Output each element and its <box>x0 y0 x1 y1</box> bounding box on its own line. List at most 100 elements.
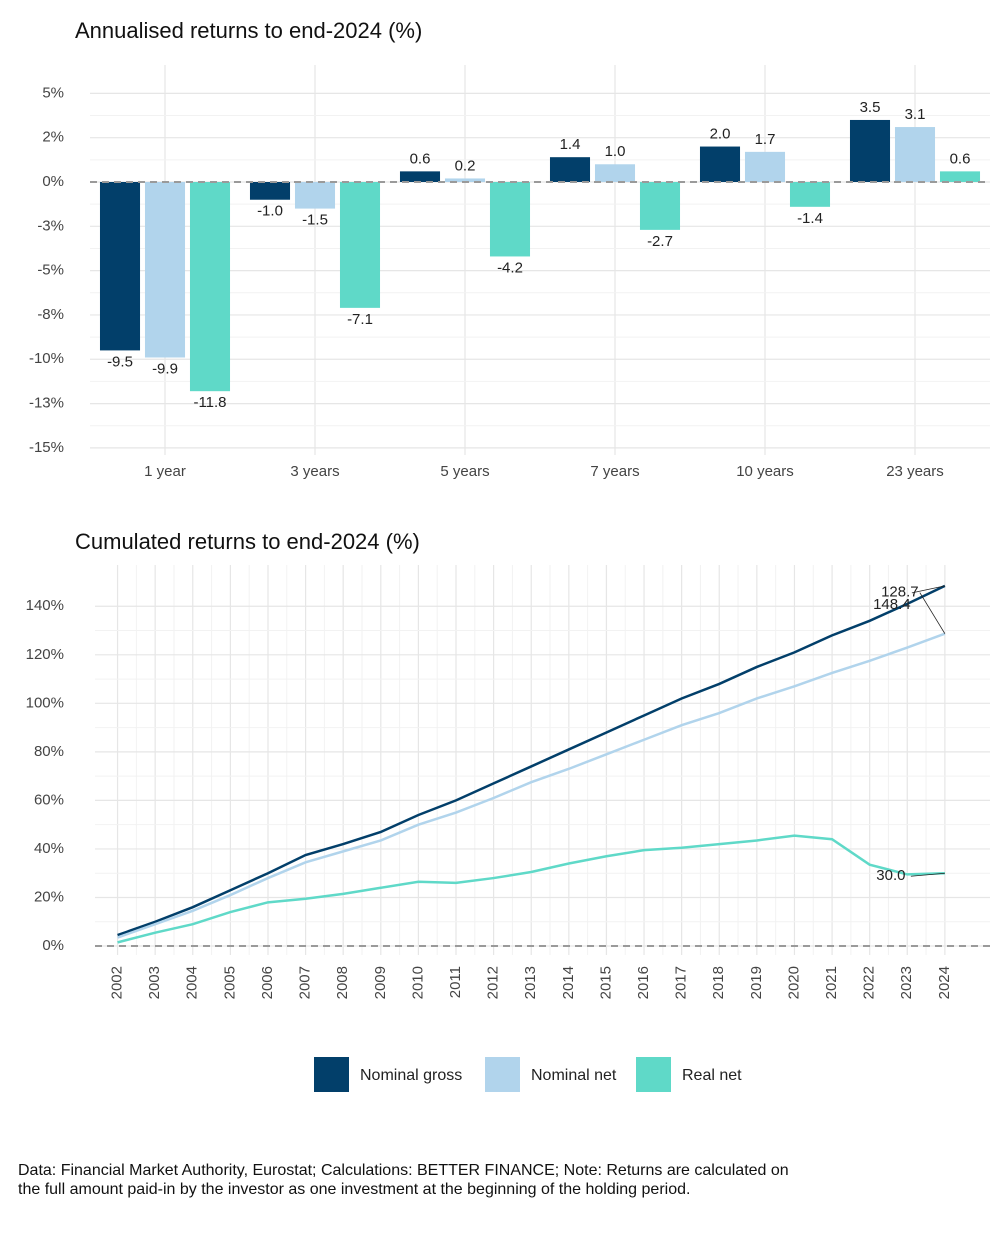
bar <box>849 119 891 182</box>
legend-swatch <box>636 1057 671 1092</box>
y-tick-label: 0% <box>42 173 64 190</box>
data-label: 148.4 <box>873 596 911 613</box>
x-tick-label: 2007 <box>297 966 314 999</box>
y-tick-label: -3% <box>37 217 64 234</box>
bar <box>144 182 186 358</box>
y-tick-label: 2% <box>42 129 64 146</box>
data-label: -7.1 <box>347 311 373 328</box>
bar <box>189 182 231 392</box>
x-tick-label: 2013 <box>522 966 539 999</box>
x-tick-label: 2010 <box>409 966 426 999</box>
data-label: 1.4 <box>560 136 581 153</box>
x-tick-label: 2017 <box>673 966 690 999</box>
bar <box>639 182 681 230</box>
legend-swatch <box>485 1057 520 1092</box>
x-tick-label: 2015 <box>597 966 614 999</box>
x-tick-label: 2008 <box>334 966 351 999</box>
legend-label: Real net <box>682 1067 742 1084</box>
line <box>117 834 945 944</box>
data-label: 128.7 <box>881 584 919 601</box>
leader-line <box>919 592 946 634</box>
data-label: 30.0 <box>876 867 905 884</box>
x-tick-label: 2006 <box>259 966 276 999</box>
x-tick-label: 2022 <box>861 966 878 999</box>
bar <box>444 178 486 182</box>
data-label: 0.6 <box>950 150 971 167</box>
bar <box>339 182 381 308</box>
y-tick-label: 5% <box>42 84 64 101</box>
x-tick-label: 5 years <box>440 463 489 480</box>
data-label: 3.1 <box>905 106 926 123</box>
bar <box>549 157 591 182</box>
x-tick-label: 2004 <box>184 966 201 999</box>
data-label: 1.0 <box>605 143 626 160</box>
y-tick-label: -8% <box>37 306 64 323</box>
bar <box>894 127 936 182</box>
x-tick-label: 2016 <box>635 966 652 999</box>
y-tick-label: 40% <box>34 840 64 857</box>
source-note: Data: Financial Market Authority, Eurost… <box>18 1162 789 1198</box>
legend-label: Nominal net <box>531 1067 617 1084</box>
y-tick-label: 140% <box>26 597 64 614</box>
x-tick-label: 1 year <box>144 463 186 480</box>
y-tick-label: -5% <box>37 262 64 279</box>
leader-line <box>910 872 945 877</box>
x-tick-label: 2018 <box>710 966 727 999</box>
x-tick-label: 23 years <box>886 463 944 480</box>
bar <box>99 182 141 351</box>
data-label: 2.0 <box>710 126 731 143</box>
x-tick-label: 2009 <box>372 966 389 999</box>
bar <box>744 151 786 182</box>
y-tick-label: 60% <box>34 791 64 808</box>
data-label: -1.5 <box>302 212 328 229</box>
bar <box>489 182 531 257</box>
y-tick-label: -13% <box>29 395 64 412</box>
bar <box>939 171 981 182</box>
line <box>117 632 946 939</box>
data-label: -4.2 <box>497 259 523 276</box>
y-tick-label: -15% <box>29 439 64 456</box>
bar <box>399 171 441 182</box>
x-tick-label: 2005 <box>221 966 238 999</box>
legend-label: Nominal gross <box>360 1067 462 1084</box>
legend-swatch <box>314 1057 349 1092</box>
chart-title: Annualised returns to end-2024 (%) <box>75 18 422 43</box>
x-tick-label: 2019 <box>748 966 765 999</box>
data-label: -9.9 <box>152 360 178 377</box>
x-tick-label: 2012 <box>485 966 502 999</box>
y-tick-label: 80% <box>34 743 64 760</box>
y-tick-label: 20% <box>34 888 64 905</box>
data-label: -9.5 <box>107 353 133 370</box>
data-label: -2.7 <box>647 233 673 250</box>
line <box>117 584 946 937</box>
x-tick-label: 2011 <box>447 966 464 998</box>
y-tick-label: -10% <box>29 350 64 367</box>
y-tick-label: 0% <box>42 937 64 954</box>
data-label: 3.5 <box>860 99 881 116</box>
x-tick-label: 3 years <box>290 463 339 480</box>
x-tick-label: 2003 <box>146 966 163 999</box>
leader-line <box>911 585 945 594</box>
x-tick-label: 2024 <box>936 966 953 999</box>
bar <box>699 146 741 182</box>
chart-title: Cumulated returns to end-2024 (%) <box>75 529 420 554</box>
x-tick-label: 7 years <box>590 463 639 480</box>
x-tick-label: 10 years <box>736 463 794 480</box>
y-tick-label: 100% <box>26 694 64 711</box>
data-label: 0.6 <box>410 150 431 167</box>
bar <box>789 182 831 207</box>
y-tick-label: 120% <box>26 646 64 663</box>
data-label: -1.0 <box>257 203 283 220</box>
data-label: 1.7 <box>755 131 776 148</box>
x-tick-label: 2023 <box>898 966 915 999</box>
x-tick-label: 2020 <box>785 966 802 999</box>
data-label: -1.4 <box>797 210 823 227</box>
bar <box>594 164 636 182</box>
x-tick-label: 2002 <box>109 966 126 999</box>
bar <box>249 182 291 200</box>
x-tick-label: 2021 <box>823 966 840 999</box>
data-label: -11.8 <box>193 394 226 411</box>
x-tick-label: 2014 <box>560 966 577 999</box>
chart: Annualised returns to end-2024 (%) Cumul… <box>26 18 990 1092</box>
